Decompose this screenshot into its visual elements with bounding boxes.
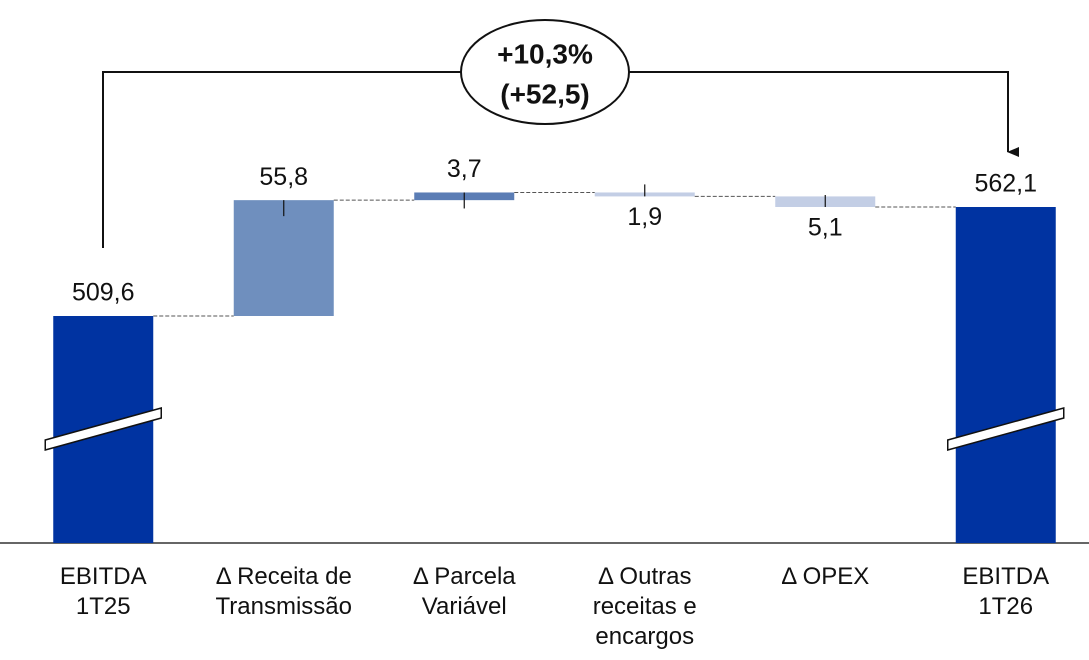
value-label: 1,9 bbox=[627, 203, 662, 231]
value-label: 509,6 bbox=[72, 279, 135, 307]
change-bubble bbox=[460, 19, 630, 125]
value-label: 3,7 bbox=[447, 155, 482, 183]
value-label: 562,1 bbox=[974, 170, 1037, 198]
x-tick-label: Δ Outras receitas e encargos bbox=[592, 563, 697, 650]
x-tick-label: Δ OPEX bbox=[781, 563, 870, 590]
annotation: +10,3% bbox=[497, 38, 593, 69]
value-label: 5,1 bbox=[808, 214, 843, 242]
bar bbox=[955, 207, 1056, 543]
x-tick-label: Δ Receita de Transmissão bbox=[215, 563, 352, 620]
x-tick-label: Δ Parcela Variável bbox=[412, 563, 516, 620]
bar bbox=[233, 200, 334, 316]
x-tick-label: EBITDA 1T26 bbox=[962, 563, 1050, 620]
value-label: 55,8 bbox=[259, 163, 308, 191]
axis-break bbox=[947, 407, 1065, 451]
x-tick-label: EBITDA 1T25 bbox=[59, 563, 147, 620]
axis-break bbox=[44, 407, 162, 451]
annotation: (+52,5) bbox=[500, 78, 590, 109]
